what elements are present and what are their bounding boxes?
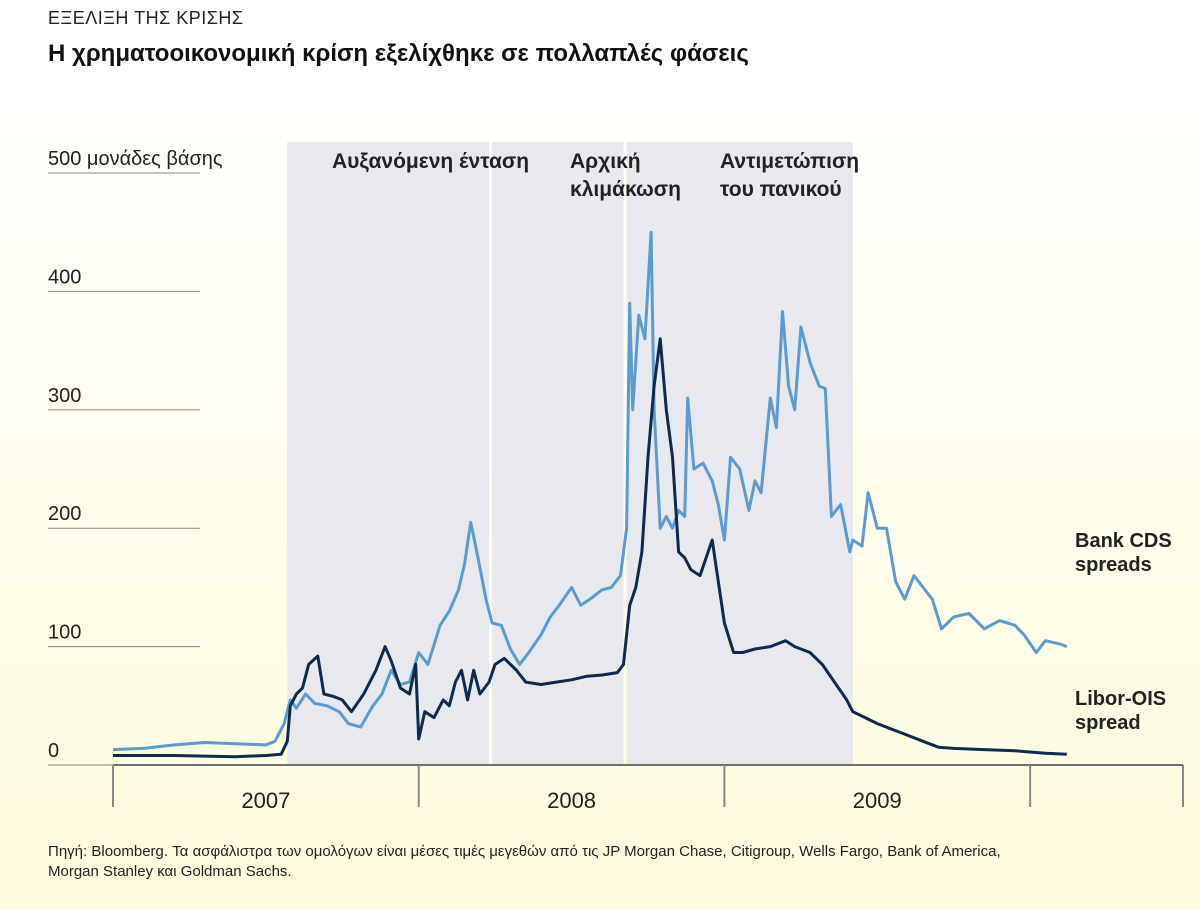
chart-kicker: ΕΞΕΛΙΞΗ ΤΗΣ ΚΡΙΣΗΣ	[48, 8, 244, 28]
phase-band-3	[626, 142, 853, 765]
chart-title: Η χρηματοοικονομική κρίση εξελίχθηκε σε …	[48, 40, 749, 67]
x-axis: 2007 2008 2009	[112, 764, 1184, 813]
x-year-label-2008: 2008	[547, 788, 596, 813]
phase-label-3-line-1: Αντιμετώπιση	[720, 150, 859, 173]
chart-labels: Αυξανόμενη ένταση Αρχική κλιμάκωση Αντιμετώ…	[332, 150, 1172, 734]
series-lines	[112, 230, 1068, 759]
source-note: Πηγή: Bloomberg. Τα ασφάλιστρα των ομολό…	[48, 843, 1001, 880]
phase-shading	[287, 142, 853, 765]
series-line-bank-cds	[112, 230, 1068, 752]
x-year-label-2009: 2009	[853, 788, 902, 813]
phase-band-1	[287, 142, 490, 765]
series-label-libor-ois-line-1: Libor-OIS	[1075, 688, 1166, 710]
series-label-libor-ois-line-2: spread	[1075, 712, 1141, 734]
phase-label-3-line-2: του πανικού	[720, 178, 842, 201]
gridlines: 0 100 200 300 400 500 μονάδες βάσης	[48, 148, 223, 766]
phase-label-2-line-1: Αρχική	[570, 150, 641, 173]
phase-label-2-line-2: κλιμάκωση	[570, 178, 681, 201]
series-label-bank-cds-line-2: spreads	[1075, 554, 1152, 576]
y-tick-label-400: 400	[48, 266, 81, 288]
y-tick-label-100: 100	[48, 622, 81, 644]
x-year-label-2007: 2007	[241, 788, 290, 813]
y-tick-label-500: 500 μονάδες βάσης	[48, 148, 223, 170]
phase-band-2	[492, 142, 624, 765]
phase-label-1-line-1: Αυξανόμενη ένταση	[332, 150, 529, 173]
series-label-bank-cds-line-1: Bank CDS	[1075, 530, 1172, 552]
y-tick-label-0: 0	[48, 740, 59, 762]
y-tick-label-300: 300	[48, 385, 81, 407]
series-line-libor-ois	[113, 337, 1067, 759]
y-tick-label-200: 200	[48, 503, 81, 525]
